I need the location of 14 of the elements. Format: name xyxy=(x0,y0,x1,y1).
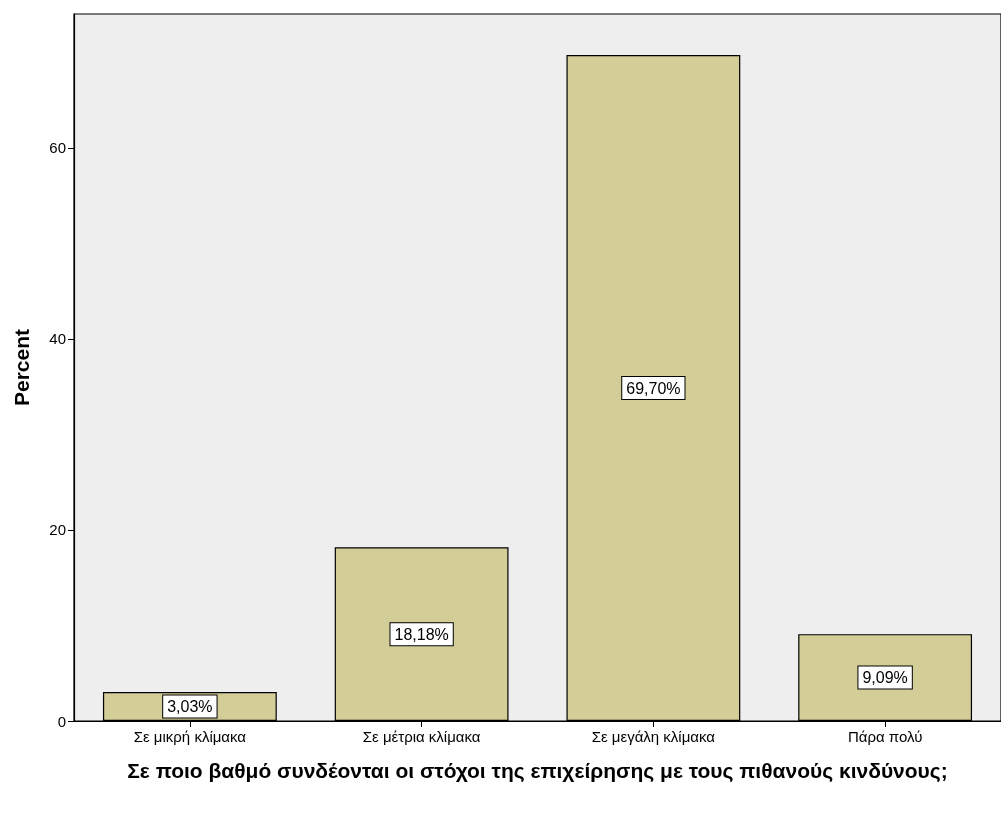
data-label: 9,09% xyxy=(862,669,908,687)
x-tick-label: Σε μικρή κλίμακα xyxy=(133,728,247,745)
y-tick-label: 60 xyxy=(49,139,66,157)
data-label: 18,18% xyxy=(394,625,449,643)
y-tick-label: 0 xyxy=(57,712,66,730)
data-label: 3,03% xyxy=(167,698,213,716)
y-axis-title: Percent xyxy=(10,328,33,407)
x-tick-label: Σε μέτρια κλίμακα xyxy=(362,728,481,745)
y-tick-label: 40 xyxy=(49,330,66,348)
x-axis-title: Σε ποιο βαθμό συνδέονται οι στόχοι της επιχείρησης με τους πιθανούς κινδύνους; xyxy=(127,758,948,783)
x-tick-label: Πάρα πολύ xyxy=(847,728,923,745)
data-label: 69,70% xyxy=(626,379,681,397)
y-tick-label: 20 xyxy=(49,521,66,539)
x-tick-label: Σε μεγάλη κλίμακα xyxy=(591,728,716,745)
